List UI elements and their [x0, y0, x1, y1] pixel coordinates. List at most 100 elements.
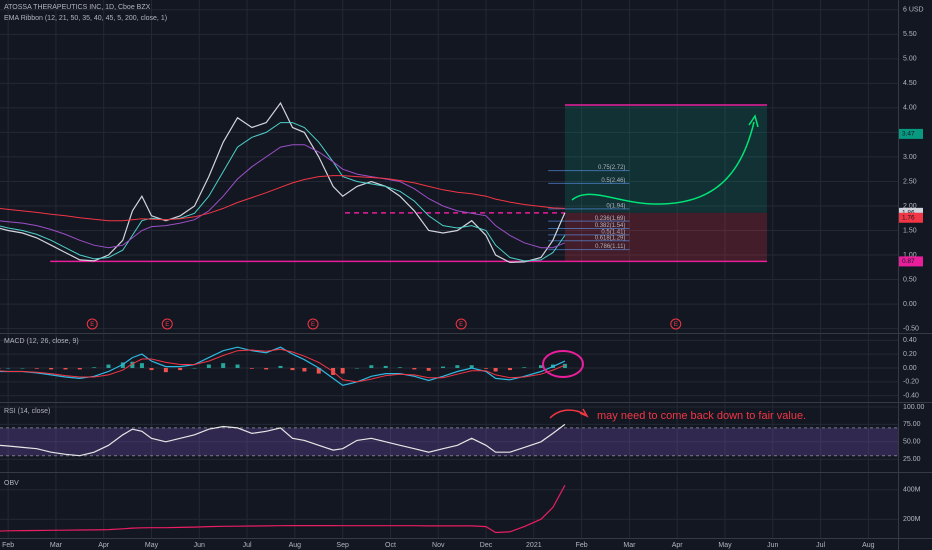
y-tick-label: 1.50: [903, 227, 917, 234]
histogram-bar: [106, 364, 111, 368]
earnings-marker: [86, 318, 98, 330]
y-tick-label: -0.40: [903, 393, 919, 400]
x-tick-label: Feb: [2, 542, 14, 549]
histogram-bar: [20, 368, 25, 369]
series-line: [0, 175, 565, 222]
y-tick-label: 5.50: [903, 31, 917, 38]
histogram-bar: [426, 368, 431, 371]
x-tick-label: Aug: [862, 542, 875, 549]
y-tick-label: 3.00: [903, 154, 917, 161]
histogram-bar: [355, 368, 360, 369]
histogram-bar: [538, 365, 543, 368]
histogram-bar: [484, 368, 489, 369]
rsi-arrow-head: [579, 408, 589, 418]
rsi-band: [0, 427, 898, 456]
histogram-bar: [441, 366, 446, 368]
earnings-label: E: [311, 322, 315, 328]
x-tick-label: Jun: [767, 542, 778, 549]
histogram-bar: [522, 367, 527, 368]
x-tick-label: Feb: [576, 542, 588, 549]
green-arrow-head: [748, 114, 759, 128]
earnings-marker: [307, 318, 319, 330]
y-tick-label: 4.00: [903, 105, 917, 112]
price-badge: [899, 212, 923, 223]
y-tick-label: 0.20: [903, 351, 917, 358]
histogram-bar: [221, 363, 226, 368]
y-tick-label: 50.00: [903, 439, 921, 446]
histogram-bar: [0, 368, 1, 369]
histogram-bar: [562, 363, 567, 368]
histogram-bar: [34, 368, 39, 369]
histogram-bar: [302, 368, 307, 372]
x-tick-label: Sep: [336, 542, 349, 549]
y-tick-label: 200M: [903, 516, 921, 523]
series-line: [0, 101, 566, 264]
histogram-bar: [120, 362, 125, 368]
earnings-label: E: [674, 322, 678, 328]
annotation: may need to come back down to fair value…: [597, 410, 806, 422]
histogram-bar: [398, 367, 403, 368]
x-tick-label: Apr: [98, 542, 110, 549]
histogram-bar: [130, 361, 135, 368]
y-tick-label: 2.00: [903, 203, 917, 210]
chart-title: ATOSSA THERAPEUTICS INC, 1D, Cboe BZX: [4, 4, 151, 11]
earnings-marker: [161, 318, 173, 330]
price-badge: [899, 256, 923, 267]
histogram-bar: [178, 368, 183, 371]
earnings-label: E: [165, 322, 169, 328]
y-tick-label: 6 USD: [903, 7, 924, 14]
x-tick-label: 2021: [526, 542, 542, 549]
histogram-bar: [139, 363, 144, 368]
indicator-title: EMA Ribbon (12, 21, 50, 35, 40, 45, 5, 2…: [4, 15, 167, 22]
histogram-bar: [316, 368, 321, 374]
histogram-bar: [290, 368, 295, 371]
fib-label: 0.382(1.54): [595, 223, 626, 229]
green-arrow: [571, 121, 755, 205]
labels: ATOSSA THERAPEUTICS INC, 1D, Cboe BZX EM…: [2, 4, 924, 549]
rsi-arrow: [549, 409, 587, 419]
grid: [0, 0, 898, 538]
y-tick-label: 0.40: [903, 337, 917, 344]
series-line: [0, 122, 566, 262]
fib-label: 0.786(1.11): [595, 244, 625, 250]
fib-label: 0.5(2.46): [601, 178, 625, 184]
y-tick-label: -0.20: [903, 379, 919, 386]
histogram-bar: [6, 368, 11, 369]
histogram-bar: [369, 365, 374, 368]
y-tick-label: 100.00: [903, 404, 925, 411]
fib-label: 0(1.94): [606, 204, 625, 210]
series-line: [0, 348, 566, 383]
x-tick-label: May: [145, 542, 159, 549]
series-line: [0, 423, 566, 457]
y-tick-label: 2.50: [903, 178, 917, 185]
price-badge-label: 1.76: [902, 214, 915, 221]
fib-label: 0.5(1.41): [601, 229, 625, 235]
histogram-bar: [455, 365, 460, 368]
obv-title: OBV: [4, 480, 19, 487]
histogram-bar: [192, 368, 197, 369]
earnings-label: E: [459, 322, 463, 328]
x-tick-label: Oct: [385, 542, 396, 549]
fib-label: 0.75(2.72): [598, 165, 625, 171]
histogram-bar: [278, 365, 283, 368]
histogram-bar: [469, 365, 474, 368]
y-tick-label: 25.00: [903, 456, 921, 463]
x-tick-label: Mar: [623, 542, 636, 549]
series-line: [0, 144, 566, 249]
x-tick-label: Apr: [672, 542, 684, 549]
x-tick-label: Jul: [816, 542, 825, 549]
x-tick-label: May: [718, 542, 732, 549]
histogram-bar: [412, 368, 417, 370]
y-tick-label: 400M: [903, 487, 921, 494]
histogram-bar: [493, 368, 498, 372]
histogram-bar: [49, 368, 54, 370]
rsi-title: RSI (14, close): [4, 408, 50, 415]
earnings-label: E: [90, 322, 94, 328]
series-line: [0, 346, 566, 386]
histogram-bar: [77, 368, 82, 370]
histogram-bar: [507, 368, 512, 371]
x-tick-label: Jul: [243, 542, 252, 549]
price-badge-label: 0.87: [902, 258, 915, 265]
y-tick-label: 1.00: [903, 252, 917, 259]
